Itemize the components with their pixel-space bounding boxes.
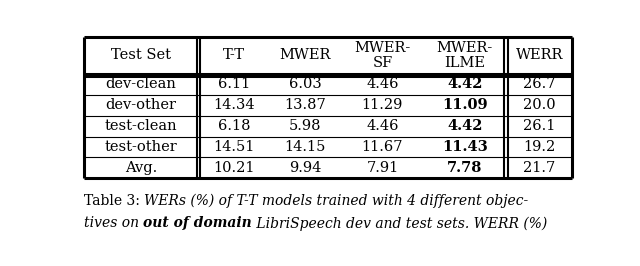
Text: 19.2: 19.2	[523, 140, 556, 154]
Text: 5.98: 5.98	[289, 119, 322, 133]
Text: Test Set: Test Set	[111, 48, 171, 63]
Text: 7.91: 7.91	[366, 161, 399, 175]
Text: test-clean: test-clean	[105, 119, 177, 133]
Text: 21.7: 21.7	[523, 161, 556, 175]
Text: MWER-
ILME: MWER- ILME	[437, 41, 493, 70]
Text: tives on: tives on	[84, 217, 143, 230]
Text: 6.03: 6.03	[289, 77, 322, 91]
Text: MWER-
SF: MWER- SF	[355, 41, 410, 70]
Text: test-other: test-other	[105, 140, 177, 154]
Text: LibriSpeech dev and test sets. WERR (%): LibriSpeech dev and test sets. WERR (%)	[252, 216, 547, 231]
Text: out of domain: out of domain	[143, 217, 252, 230]
Text: Table 3:: Table 3:	[84, 194, 144, 208]
Text: 4.46: 4.46	[366, 77, 399, 91]
Text: 6.18: 6.18	[218, 119, 250, 133]
Text: 26.1: 26.1	[523, 119, 556, 133]
Text: 13.87: 13.87	[285, 98, 326, 112]
Text: WERR: WERR	[515, 48, 563, 63]
Text: 4.42: 4.42	[447, 77, 483, 91]
Text: 11.09: 11.09	[442, 98, 488, 112]
Text: dev-clean: dev-clean	[106, 77, 177, 91]
Text: 7.78: 7.78	[447, 161, 483, 175]
Text: 14.34: 14.34	[213, 98, 255, 112]
Text: 11.29: 11.29	[362, 98, 403, 112]
Text: WERs (%) of T-T models trained with 4 different objec-: WERs (%) of T-T models trained with 4 di…	[144, 194, 529, 208]
Text: 14.15: 14.15	[285, 140, 326, 154]
Text: MWER: MWER	[280, 48, 331, 63]
Text: 10.21: 10.21	[213, 161, 255, 175]
Text: Avg.: Avg.	[125, 161, 157, 175]
Text: 4.42: 4.42	[447, 119, 483, 133]
Text: 14.51: 14.51	[213, 140, 255, 154]
Text: 4.46: 4.46	[366, 119, 399, 133]
Text: T-T: T-T	[223, 48, 245, 63]
Text: dev-other: dev-other	[106, 98, 177, 112]
Text: 26.7: 26.7	[523, 77, 556, 91]
Text: 9.94: 9.94	[289, 161, 321, 175]
Text: 6.11: 6.11	[218, 77, 250, 91]
Text: 11.67: 11.67	[362, 140, 403, 154]
Text: 11.43: 11.43	[442, 140, 488, 154]
Text: 20.0: 20.0	[523, 98, 556, 112]
